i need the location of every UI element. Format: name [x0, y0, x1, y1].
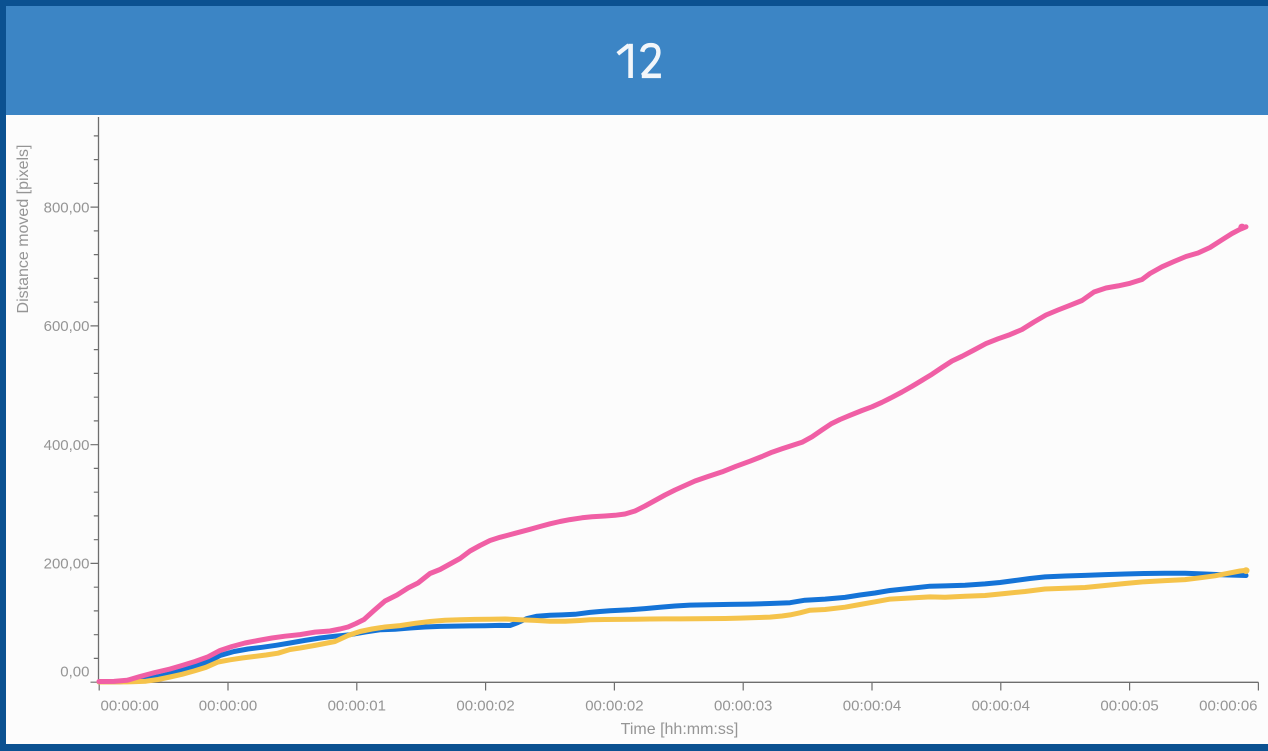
svg-text:00:00:01: 00:00:01	[328, 698, 386, 715]
svg-text:0,00: 0,00	[60, 663, 89, 680]
svg-text:00:00:04: 00:00:04	[972, 698, 1030, 715]
svg-text:00:00:00: 00:00:00	[101, 698, 159, 715]
svg-text:00:00:03: 00:00:03	[714, 698, 772, 715]
svg-text:Distance moved [pixels]: Distance moved [pixels]	[15, 145, 32, 314]
svg-text:00:00:05: 00:00:05	[1100, 698, 1158, 715]
svg-text:00:00:02: 00:00:02	[456, 698, 514, 715]
svg-text:00:00:00: 00:00:00	[199, 698, 257, 715]
svg-text:600,00: 600,00	[44, 318, 90, 335]
svg-text:00:00:06: 00:00:06	[1199, 698, 1257, 715]
svg-text:800,00: 800,00	[44, 199, 90, 216]
svg-text:00:00:02: 00:00:02	[585, 698, 643, 715]
svg-text:200,00: 200,00	[44, 556, 90, 573]
svg-text:Time [hh:mm:ss]: Time [hh:mm:ss]	[621, 721, 739, 738]
svg-text:00:00:04: 00:00:04	[843, 698, 901, 715]
svg-text:400,00: 400,00	[44, 437, 90, 454]
